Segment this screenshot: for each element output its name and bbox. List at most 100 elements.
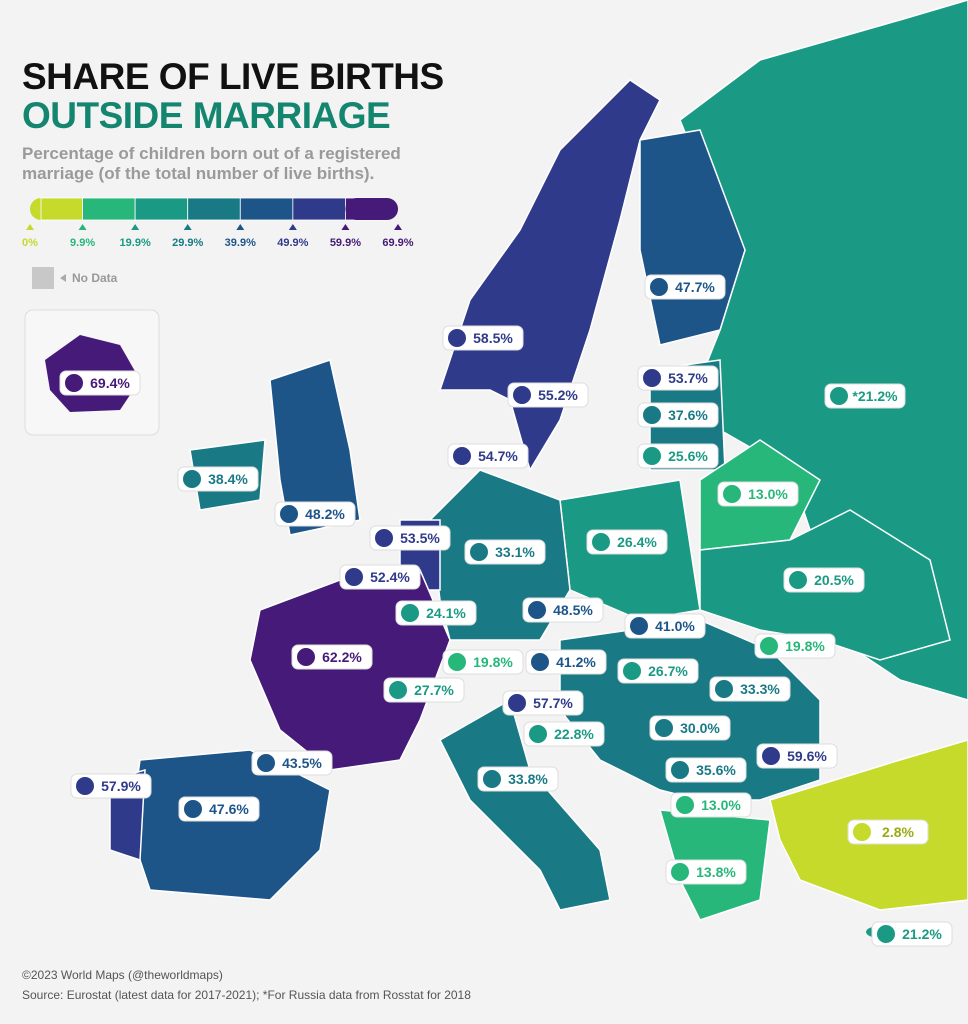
flag [669,759,691,781]
legend-bin [187,197,241,221]
value-text: 48.2% [305,506,345,522]
value-label: 35.6% [665,757,747,783]
value-label: 41.0% [624,613,706,639]
country-shape [439,698,611,911]
legend-tick-label: 29.9% [172,237,203,249]
value-text: 41.2% [556,654,596,670]
title: SHARE OF LIVE BIRTHS [22,56,444,97]
value-label: 53.5% [369,525,451,551]
value-text: 37.6% [668,407,708,423]
legend-tick [394,224,402,230]
value-label: 25.6% [637,443,719,469]
value-text: 55.2% [538,387,578,403]
flag [451,445,473,467]
flag [526,599,548,621]
value-text: 35.6% [696,762,736,778]
flag [529,651,551,673]
credit: ©2023 World Maps (@theworldmaps) [22,968,223,982]
flag [74,775,96,797]
value-text: 19.8% [785,638,825,654]
flag [713,678,735,700]
no-data-arrow [60,274,66,282]
value-text: 38.4% [208,471,248,487]
value-text: 41.0% [655,618,695,634]
flag [63,372,85,394]
legend-bin [292,197,346,221]
legend-tick [288,224,297,230]
flag [295,646,317,668]
legend-tick-label: 69.9% [382,237,413,249]
legend-tick [236,224,245,230]
flag [387,679,409,701]
value-text: 33.8% [508,771,548,787]
value-text: 69.4% [90,375,130,391]
value-text: 59.6% [787,748,827,764]
value-label: 58.5% [442,325,524,351]
value-label: 2.8% [847,819,929,845]
value-text: 48.5% [553,602,593,618]
value-label: 47.6% [178,796,260,822]
value-text: 25.6% [668,448,708,464]
value-label: 43.5% [251,750,333,776]
value-label: 13.8% [665,859,747,885]
value-text: 47.6% [209,801,249,817]
value-label: 52.4% [339,564,421,590]
flag [511,384,533,406]
value-label: 41.2% [525,649,607,675]
flag [446,327,468,349]
value-label: *21.2% [824,383,906,409]
value-label: 53.7% [637,365,719,391]
flag [721,483,743,505]
value-text: 13.0% [701,797,741,813]
flag [875,923,897,945]
value-text: 33.1% [495,544,535,560]
value-label: 27.7% [383,677,465,703]
value-label: 37.6% [637,402,719,428]
flag [653,717,675,739]
value-text: 52.4% [370,569,410,585]
flag [641,367,663,389]
flag [446,651,468,673]
value-label: 33.3% [709,676,791,702]
country-shape [249,569,451,771]
legend-tick [131,224,140,230]
value-label: 30.0% [649,715,731,741]
flag [641,404,663,426]
value-text: 33.3% [740,681,780,697]
subtitle: Percentage of children born out of a reg… [22,144,401,183]
flag [373,527,395,549]
legend-end [345,198,398,220]
value-text: 53.5% [400,530,440,546]
legend-bin [82,197,136,221]
flag [669,861,691,883]
flag [828,385,850,407]
value-text: 27.7% [414,682,454,698]
no-data-swatch [32,267,54,289]
value-label: 24.1% [395,600,477,626]
value-text: 47.7% [675,279,715,295]
value-label: 55.2% [507,382,589,408]
flag [399,602,421,624]
legend-tick [183,224,192,230]
value-label: 21.2% [871,921,953,947]
value-label: 22.8% [523,721,605,747]
legend-tick [26,224,34,230]
country-shape [269,359,361,536]
value-text: 22.8% [554,726,594,742]
title: OUTSIDE MARRIAGE [22,95,391,136]
flag [255,752,277,774]
flag [481,768,503,790]
value-label: 48.5% [522,597,604,623]
value-label: 48.2% [274,501,356,527]
flag [621,660,643,682]
value-text: 20.5% [814,572,854,588]
value-text: 24.1% [426,605,466,621]
value-text: 13.8% [696,864,736,880]
legend-tick [341,224,350,230]
value-label: 69.4% [59,370,141,396]
flag [182,798,204,820]
flag [181,468,203,490]
value-text: 26.4% [617,534,657,550]
value-text: 57.9% [101,778,141,794]
